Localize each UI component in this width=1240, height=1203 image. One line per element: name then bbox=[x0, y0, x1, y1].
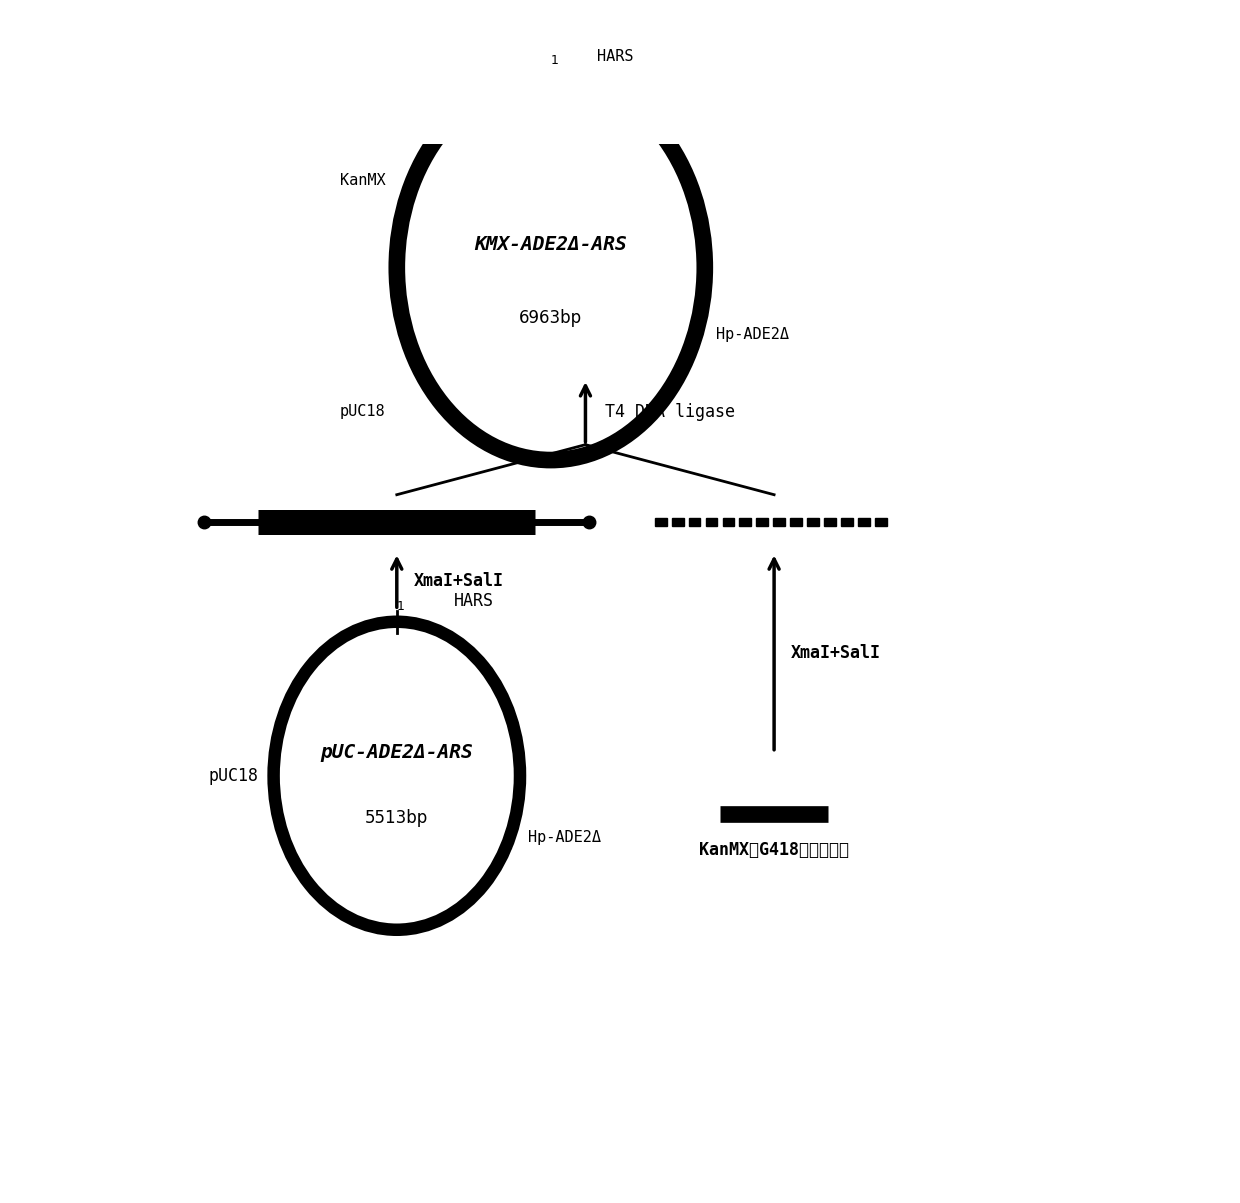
Text: Hp-ADE2Δ: Hp-ADE2Δ bbox=[717, 327, 790, 343]
Bar bbox=[756, 517, 769, 526]
Bar bbox=[858, 517, 870, 526]
Text: XmaI+SalI: XmaI+SalI bbox=[791, 644, 882, 662]
Bar bbox=[774, 517, 785, 526]
Text: pUC18: pUC18 bbox=[340, 404, 386, 420]
Text: 1: 1 bbox=[397, 599, 404, 612]
Text: pUC-ADE2Δ-ARS: pUC-ADE2Δ-ARS bbox=[320, 743, 474, 763]
Text: HARS: HARS bbox=[454, 592, 494, 610]
Text: KanMX: KanMX bbox=[340, 173, 386, 189]
Text: T4 DNA ligase: T4 DNA ligase bbox=[605, 403, 734, 421]
Text: XmaI+SalI: XmaI+SalI bbox=[414, 573, 503, 591]
Bar bbox=[739, 517, 751, 526]
Bar bbox=[875, 517, 887, 526]
Text: 5513bp: 5513bp bbox=[365, 810, 429, 828]
Text: KMX-ADE2Δ-ARS: KMX-ADE2Δ-ARS bbox=[475, 235, 627, 254]
Text: pUC18: pUC18 bbox=[208, 766, 258, 784]
Text: KanMX（G418抗性基因）: KanMX（G418抗性基因） bbox=[699, 841, 849, 859]
Text: 6963bp: 6963bp bbox=[520, 309, 583, 326]
Bar bbox=[790, 517, 802, 526]
Text: Hp-ADE2Δ: Hp-ADE2Δ bbox=[528, 830, 600, 845]
Bar bbox=[841, 517, 853, 526]
Text: HARS: HARS bbox=[596, 48, 634, 64]
Text: 1: 1 bbox=[551, 54, 558, 67]
Bar bbox=[688, 517, 701, 526]
Bar bbox=[655, 517, 667, 526]
Bar bbox=[706, 517, 718, 526]
Bar bbox=[723, 517, 734, 526]
Bar bbox=[825, 517, 836, 526]
Bar bbox=[807, 517, 820, 526]
Bar bbox=[672, 517, 683, 526]
